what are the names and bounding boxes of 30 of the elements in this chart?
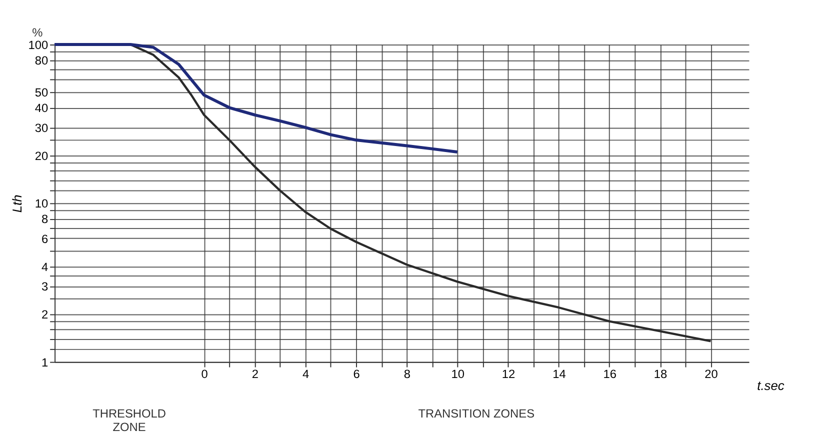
y-tick-label: 8 bbox=[41, 212, 48, 226]
x-tick-label: 8 bbox=[404, 367, 411, 382]
y-tick-label: 30 bbox=[34, 120, 48, 135]
x-tick-label: 4 bbox=[302, 367, 310, 382]
text: % bbox=[32, 26, 44, 40]
y-axis-title: Lth bbox=[9, 194, 24, 213]
y-tick-label: 80 bbox=[34, 53, 48, 68]
y-tick-label: 4 bbox=[41, 260, 48, 274]
y-tick-label: 50 bbox=[34, 86, 48, 100]
y-tick-label: 10 bbox=[34, 196, 48, 211]
y-tick-label: 6 bbox=[41, 232, 48, 246]
x-axis-title: t.sec bbox=[757, 378, 785, 394]
x-tick-label: 0 bbox=[201, 367, 208, 382]
y-tick-label: 40 bbox=[34, 101, 48, 116]
y-tick-label: 20 bbox=[34, 148, 48, 163]
x-tick-label: 20 bbox=[704, 367, 718, 382]
x-tick-label: 16 bbox=[603, 367, 617, 382]
x-tick-label: 10 bbox=[451, 367, 465, 382]
x-tick-label: 2 bbox=[252, 367, 259, 382]
text: TRANSITION ZONES bbox=[418, 406, 535, 420]
y-tick-label: 100 bbox=[28, 38, 48, 52]
x-tick-label: 6 bbox=[353, 367, 360, 382]
x-tick-label: 14 bbox=[552, 367, 566, 382]
x-tick-label: 18 bbox=[654, 367, 668, 382]
y-tick-label: 2 bbox=[41, 308, 48, 322]
x-tick-label: 12 bbox=[502, 367, 516, 382]
y-tick-label: 1 bbox=[41, 355, 48, 370]
y-tick-label: 3 bbox=[41, 280, 48, 294]
text: THRESHOLD ZONE bbox=[92, 406, 166, 434]
line-series bbox=[53, 43, 459, 154]
